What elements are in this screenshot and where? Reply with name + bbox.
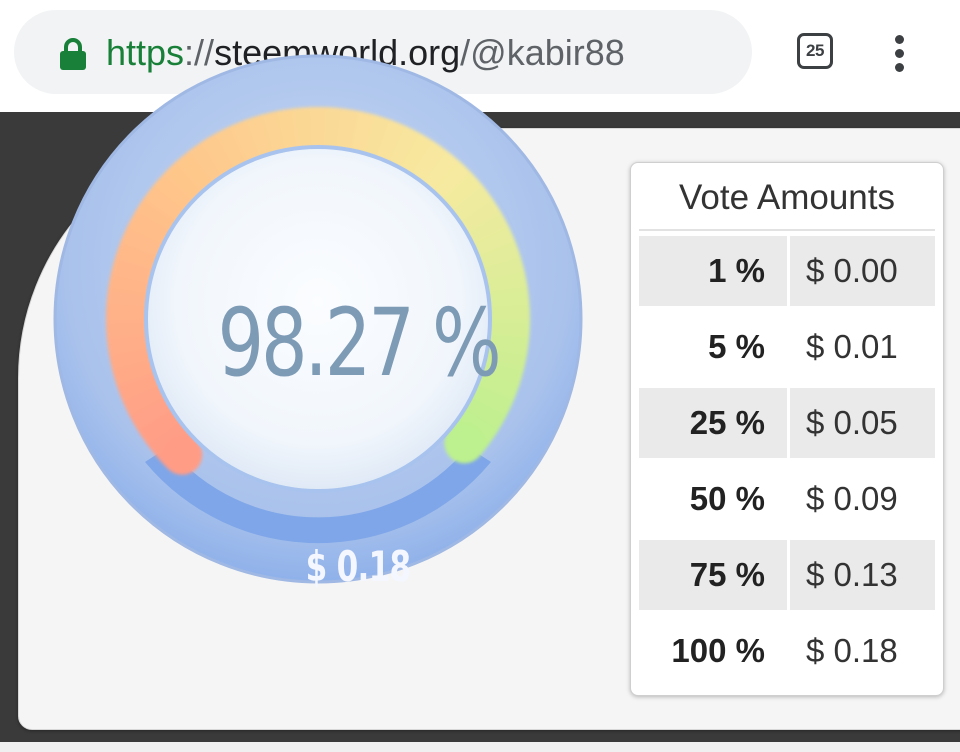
gauge-arc-segment <box>482 256 526 284</box>
vote-amounts-table: Vote Amounts 1 % $ 0.00 5 % $ 0.01 25 % … <box>630 162 944 696</box>
gauge-arc-cap <box>444 423 485 464</box>
url-path: /@kabir88 <box>460 32 625 73</box>
vote-percent: 75 % <box>639 540 787 610</box>
vote-amount: $ 0.18 <box>806 632 898 669</box>
gauge-arc-segment <box>108 270 151 296</box>
gauge-value-band <box>145 447 491 544</box>
gauge-arc-segment <box>463 397 507 432</box>
gauge-arc-segment <box>120 224 164 257</box>
gauge-arc-segment <box>108 345 152 371</box>
gauge-arc-segment <box>134 196 178 233</box>
tabs-icon[interactable]: 25 <box>797 33 833 69</box>
gauge-arc-segment <box>276 108 300 151</box>
tab-count: 25 <box>806 41 824 60</box>
gauge-arc-segment <box>442 172 484 212</box>
gauge-arc-segment <box>411 141 449 184</box>
vote-amount: $ 0.00 <box>790 236 935 306</box>
gauge-arc-segment <box>337 108 361 151</box>
gauge-arc-segment <box>106 303 147 322</box>
voting-power-gauge: 98.27 % $ 0.18 <box>38 52 598 612</box>
voting-power-percent: 98.27 % <box>217 289 501 398</box>
gauge-arc-segment <box>143 183 186 222</box>
table-row: 5 % $ 0.01 <box>639 309 935 385</box>
menu-dot <box>895 63 904 72</box>
gauge-arc-segment <box>164 160 205 201</box>
table-row: 100 % $ 0.18 <box>639 613 935 689</box>
title-divider <box>639 229 935 231</box>
gauge-arc-segment <box>472 226 516 258</box>
table-row: 75 % $ 0.13 <box>639 537 935 613</box>
vote-percent: 1 % <box>639 236 787 306</box>
gauge-arc-segment <box>293 107 313 149</box>
gauge-arc-segment <box>111 255 155 283</box>
gauge-arc-segment <box>128 396 172 431</box>
gauge-inner-face <box>144 145 492 493</box>
gauge-arc-segment <box>230 119 261 163</box>
gauge-arc-segment <box>260 110 287 154</box>
more-vert-icon[interactable] <box>886 33 916 73</box>
menu-dot <box>895 35 904 44</box>
gauge-arc-segment <box>121 384 166 417</box>
gauge-graphic <box>53 54 583 584</box>
gauge-arc-segment <box>477 241 522 271</box>
browser-toolbar: https://steemworld.org/@kabir88 25 <box>0 0 960 112</box>
gauge-arc-segment <box>459 197 502 234</box>
gauge-arc-segment <box>201 132 237 176</box>
vote-amounts-title: Vote Amounts <box>679 178 895 217</box>
gauge-arc-segment <box>175 149 215 192</box>
gauge-arc-segment <box>106 319 147 339</box>
gauge-arc-segment <box>106 332 149 355</box>
url-scheme: https <box>106 32 185 73</box>
gauge-arc-segment <box>376 119 407 163</box>
gauge-arc-segment <box>106 287 148 309</box>
gauge-arc-segment <box>363 114 392 158</box>
gauge-color-arc <box>106 107 530 475</box>
vote-amount: $ 0.05 <box>790 388 935 458</box>
vote-percent: 25 % <box>639 388 787 458</box>
gauge-arc-segment <box>388 125 422 169</box>
gauge-arc-segment <box>451 184 494 223</box>
gauge-arc-segment <box>400 132 436 176</box>
gauge-arc-segment <box>422 150 462 193</box>
gauge-arc-segment <box>127 210 171 245</box>
gauge-arc-segment <box>153 171 195 211</box>
gauge-arc-segment <box>116 371 160 402</box>
vote-rows: 1 % $ 0.00 5 % $ 0.01 25 % $ 0.05 50 % $… <box>639 233 935 689</box>
vote-percent: 5 % <box>708 328 765 365</box>
gauge-arc-segment <box>245 114 274 158</box>
gauge-arc-segment <box>115 239 159 270</box>
table-row: 50 % $ 0.09 <box>639 461 935 537</box>
vote-percent: 50 % <box>689 480 765 517</box>
vote-amount: $ 0.13 <box>790 540 935 610</box>
gauge-arc-segment <box>215 125 249 169</box>
table-row: 25 % $ 0.05 <box>639 385 935 461</box>
address-bar[interactable]: https://steemworld.org/@kabir88 <box>14 10 752 94</box>
vote-amount: $ 0.01 <box>806 328 898 365</box>
vote-percent: 100 % <box>671 632 765 669</box>
menu-dot <box>895 49 904 58</box>
gauge-arc-segment <box>111 358 155 387</box>
lock-icon[interactable] <box>58 38 88 70</box>
url-separator: :// <box>184 32 215 73</box>
table-row: 1 % $ 0.00 <box>639 233 935 309</box>
gauge-arc-segment <box>466 211 510 246</box>
vote-amount: $ 0.09 <box>806 480 898 517</box>
next-card-edge <box>0 742 960 752</box>
vote-value: $ 0.18 <box>305 542 411 591</box>
gauge-arc-segment <box>136 407 180 445</box>
gauge-arc-segment <box>188 140 226 184</box>
gauge-arc-segment <box>485 272 529 297</box>
gauge-arc-segment <box>324 107 345 149</box>
gauge-arc-segment <box>350 110 377 154</box>
gauge-arc-cap <box>162 434 203 475</box>
gauge-arc-segment <box>432 161 473 202</box>
